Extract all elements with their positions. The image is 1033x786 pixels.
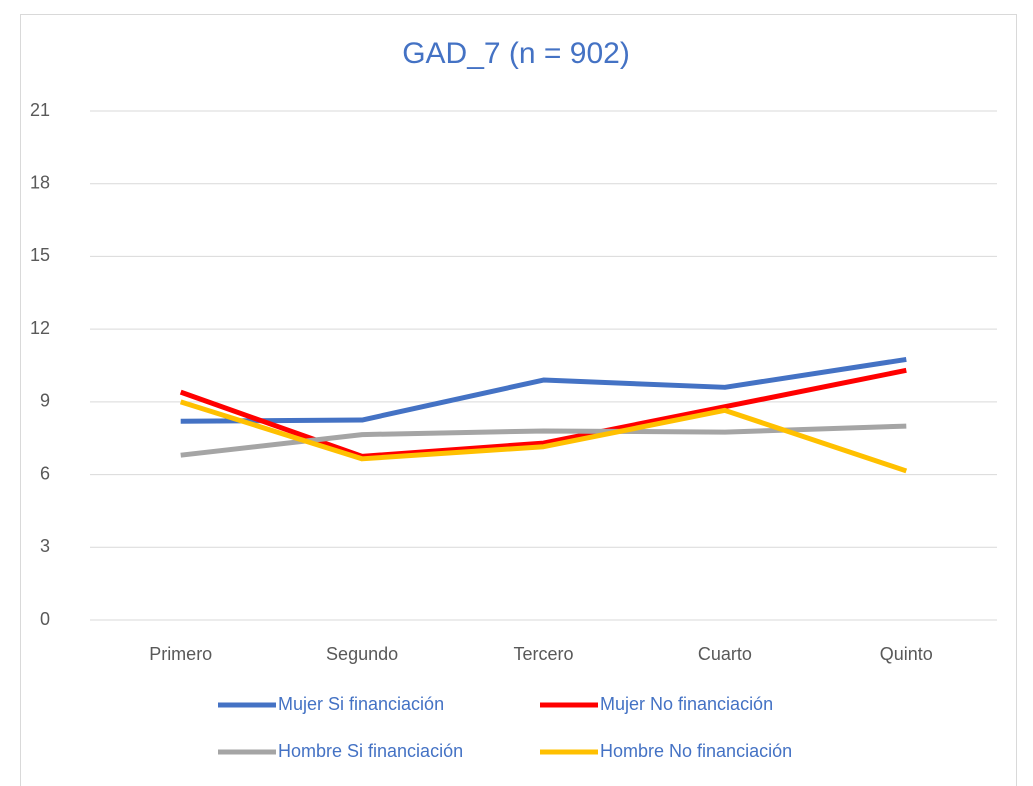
x-tick-label: Cuarto — [698, 644, 752, 664]
y-tick-label: 3 — [40, 536, 50, 556]
chart-frame — [20, 14, 1017, 786]
legend-label: Hombre No financiación — [600, 741, 792, 761]
x-tick-label: Segundo — [326, 644, 398, 664]
x-tick-label: Primero — [149, 644, 212, 664]
y-tick-label: 18 — [30, 172, 50, 192]
y-tick-label: 6 — [40, 463, 50, 483]
chart-title: GAD_7 (n = 902) — [402, 37, 630, 70]
y-tick-label: 9 — [40, 391, 50, 411]
legend-label: Hombre Si financiación — [278, 741, 463, 761]
series-line — [179, 399, 908, 474]
series-line — [179, 367, 907, 459]
y-tick-label: 21 — [30, 100, 50, 120]
x-tick-label: Quinto — [880, 644, 933, 664]
series-line — [180, 356, 907, 424]
y-tick-label: 15 — [30, 245, 50, 265]
x-tick-label: Tercero — [513, 644, 573, 664]
y-tick-label: 12 — [30, 318, 50, 338]
legend-label: Mujer No financiación — [600, 694, 773, 714]
legend-label: Mujer Si financiación — [278, 694, 444, 714]
y-tick-label: 0 — [40, 609, 50, 629]
